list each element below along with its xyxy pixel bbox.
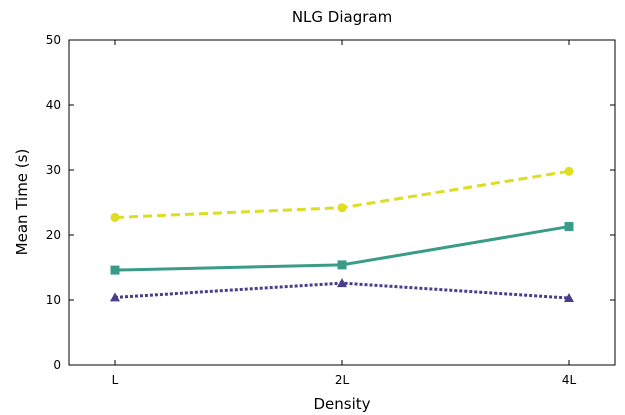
x-axis-label: Density	[313, 395, 370, 413]
series-1-point-1	[337, 260, 347, 270]
series-0-point-1	[337, 203, 347, 213]
series-1	[110, 222, 574, 275]
series-0-point-2	[564, 166, 574, 176]
x-tick-label: 2L	[335, 373, 350, 387]
chart-title: NLG Diagram	[292, 8, 392, 26]
y-axis: 0 10 20 30 40 50	[46, 33, 615, 372]
y-tick-label: 50	[46, 33, 61, 47]
y-tick-label: 40	[46, 98, 61, 112]
y-tick-label: 30	[46, 163, 61, 177]
y-tick-label: 10	[46, 293, 61, 307]
y-tick-label: 0	[53, 358, 61, 372]
x-tick-label: L	[112, 373, 119, 387]
series-layer	[110, 166, 574, 303]
plot-area	[68, 39, 616, 366]
series-1-point-2	[564, 222, 574, 232]
series-0-point-0	[110, 212, 120, 222]
y-axis-label: Mean Time (s)	[13, 149, 31, 256]
x-tick-label: 4L	[562, 373, 577, 387]
series-2	[110, 278, 574, 303]
series-0	[110, 166, 574, 222]
x-axis: L 2L 4L	[112, 40, 577, 387]
series-1-point-0	[110, 265, 120, 275]
series-2-point-2	[564, 293, 574, 303]
series-2-point-1	[337, 278, 347, 288]
y-tick-label: 20	[46, 228, 61, 242]
series-2-point-0	[110, 292, 120, 302]
